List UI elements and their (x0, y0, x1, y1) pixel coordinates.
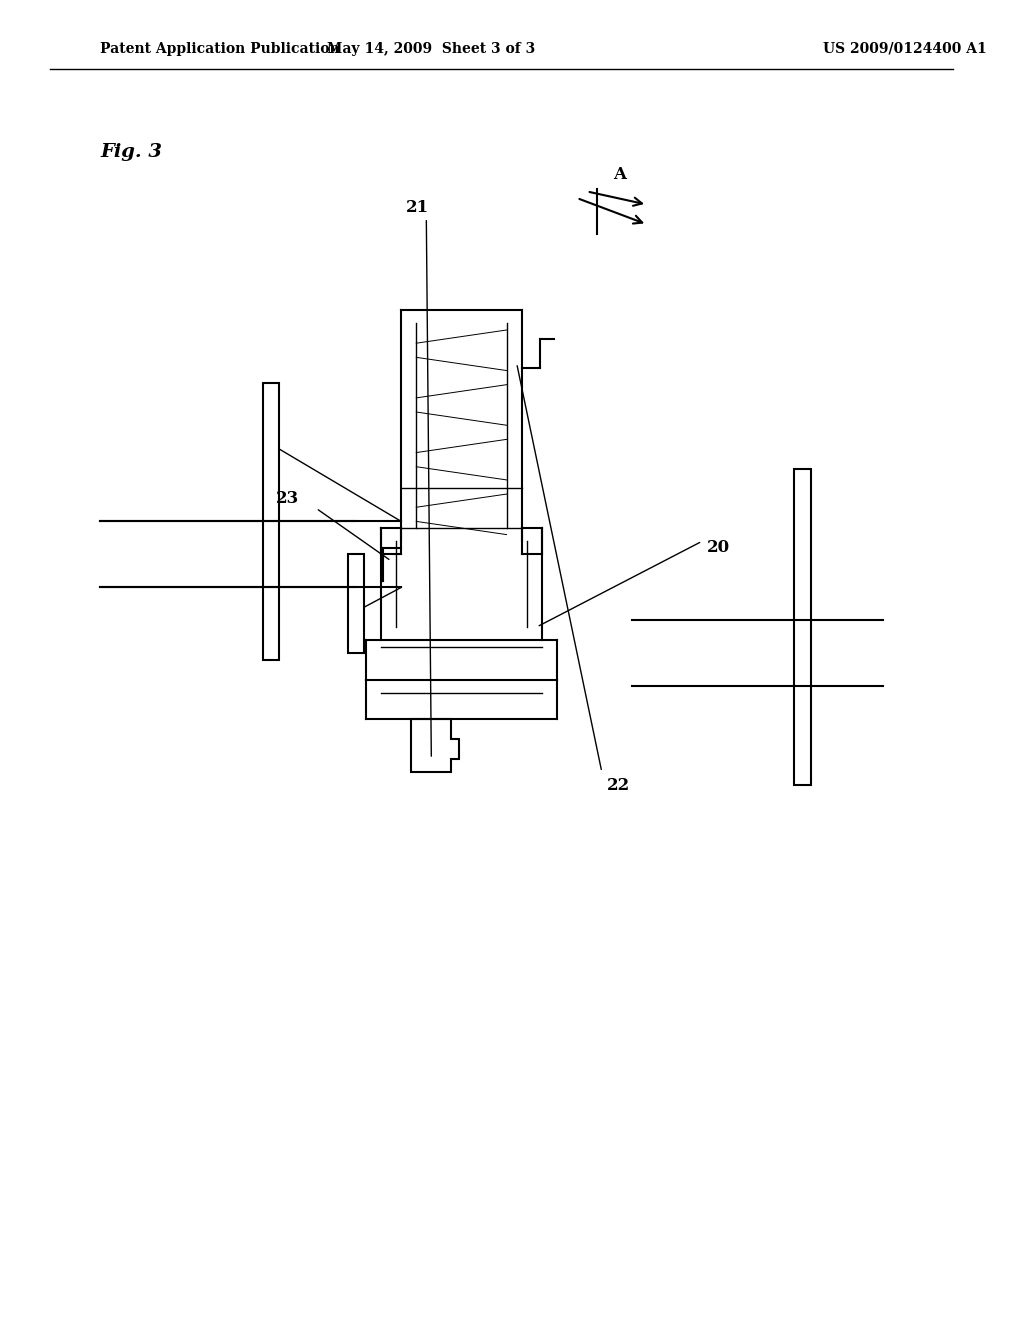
Text: May 14, 2009  Sheet 3 of 3: May 14, 2009 Sheet 3 of 3 (328, 42, 536, 55)
Text: Fig. 3: Fig. 3 (100, 143, 163, 161)
Text: 22: 22 (607, 777, 630, 793)
Text: 20: 20 (708, 540, 730, 556)
Text: Patent Application Publication: Patent Application Publication (100, 42, 340, 55)
FancyBboxPatch shape (348, 554, 365, 653)
Text: A: A (613, 166, 627, 182)
Text: 23: 23 (275, 491, 299, 507)
Text: 21: 21 (407, 199, 429, 215)
FancyBboxPatch shape (263, 383, 279, 660)
FancyBboxPatch shape (795, 469, 811, 785)
Text: US 2009/0124400 A1: US 2009/0124400 A1 (822, 42, 986, 55)
